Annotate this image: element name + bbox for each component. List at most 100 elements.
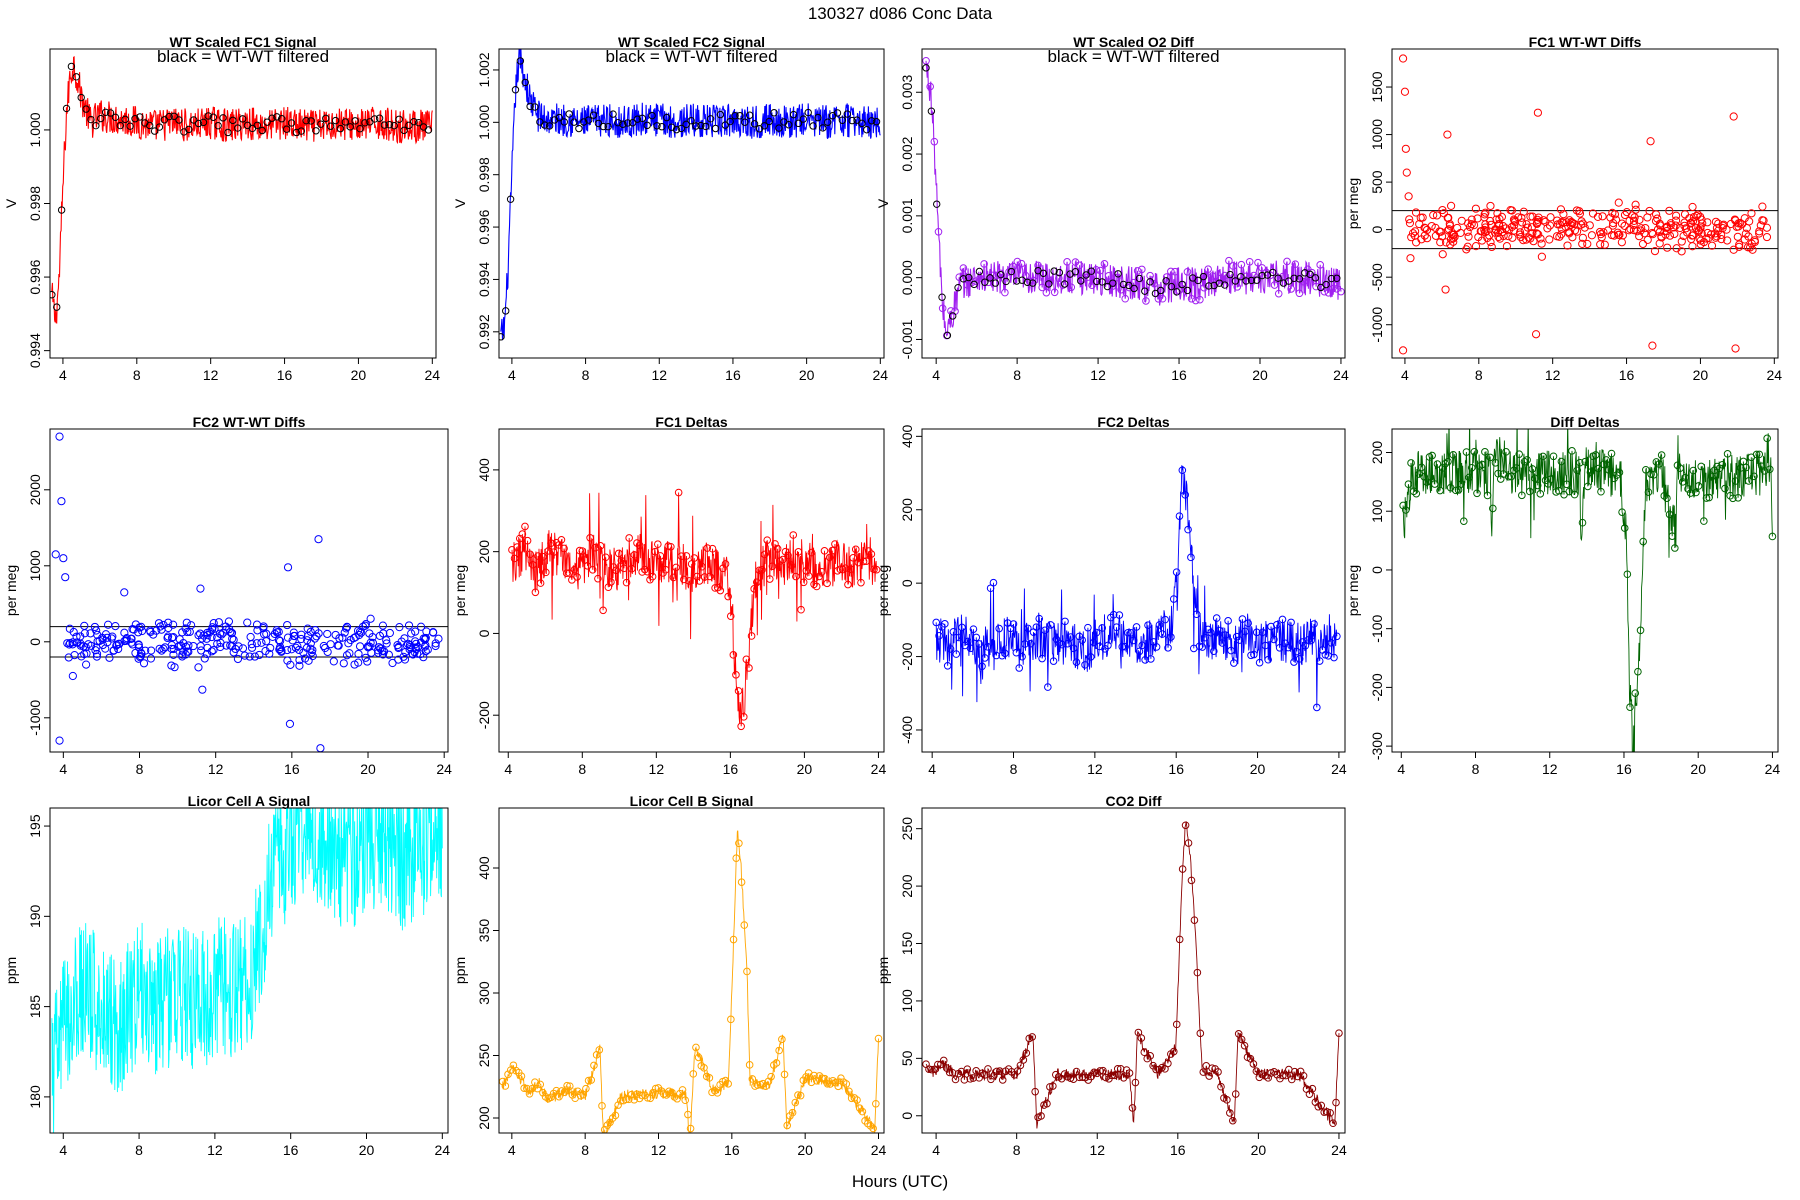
series-marker xyxy=(563,1081,571,1090)
scatter-point xyxy=(1559,210,1568,219)
scatter-point xyxy=(1755,227,1764,236)
series-marker xyxy=(1124,628,1132,637)
x-tick-label: 16 xyxy=(283,1142,299,1158)
series-marker xyxy=(1315,657,1324,665)
series-marker xyxy=(1119,1073,1128,1082)
series-marker xyxy=(1169,595,1178,603)
scatter-point xyxy=(1477,236,1487,245)
series-marker xyxy=(643,567,652,576)
series-marker xyxy=(945,1068,954,1077)
scatter-point xyxy=(208,623,217,632)
series-marker xyxy=(1201,633,1210,642)
series-marker xyxy=(1581,457,1589,466)
series-marker xyxy=(515,534,524,543)
series-marker xyxy=(1324,288,1333,297)
series-marker xyxy=(684,1110,692,1119)
scatter-point xyxy=(266,643,275,653)
data-layer xyxy=(50,432,448,752)
filtered-point xyxy=(106,109,115,117)
filtered-point xyxy=(1109,279,1117,287)
series-marker xyxy=(981,1071,989,1079)
series-marker xyxy=(1172,568,1181,576)
series-marker xyxy=(501,1082,510,1090)
scatter-point xyxy=(1499,231,1508,241)
scatter-point xyxy=(1567,219,1577,228)
scatter-point xyxy=(385,628,394,638)
series-marker xyxy=(995,624,1003,633)
y-tick-label: 100 xyxy=(899,989,915,1013)
series-marker xyxy=(1220,271,1229,280)
data-point xyxy=(1740,214,1749,223)
plot-frame xyxy=(498,48,885,359)
scatter-point xyxy=(1587,231,1597,240)
filtered-point xyxy=(219,114,227,122)
series-marker xyxy=(1417,463,1426,472)
series-marker xyxy=(1312,282,1320,291)
series-marker xyxy=(616,1097,625,1105)
series-marker xyxy=(740,921,749,929)
x-tick-label: 16 xyxy=(723,761,739,777)
series-marker xyxy=(1481,448,1489,456)
y-tick-label: 0.994 xyxy=(476,262,492,297)
scatter-point xyxy=(421,641,430,650)
data-point xyxy=(379,629,388,638)
series-marker xyxy=(1278,615,1287,624)
series-marker xyxy=(1401,506,1410,514)
series-marker xyxy=(1118,642,1127,651)
filtered-point xyxy=(204,112,213,120)
series-marker xyxy=(1084,623,1092,632)
filtered-point xyxy=(721,121,729,129)
series-marker xyxy=(598,1102,606,1110)
panel-co2_diff: CO2 Diff ppm 4 8 12 16 20 24 0 50 100 150 200 250 xyxy=(875,793,1347,1158)
series-marker xyxy=(1258,628,1267,637)
series-marker xyxy=(1697,462,1706,471)
series-marker xyxy=(729,651,738,659)
scatter-point xyxy=(135,653,145,662)
scatter-point xyxy=(1742,224,1751,233)
filtered-point xyxy=(395,115,403,123)
series-marker xyxy=(724,1080,732,1088)
series-marker xyxy=(966,1075,975,1083)
series-marker xyxy=(980,260,988,268)
series-marker xyxy=(523,536,532,545)
series-marker xyxy=(1272,621,1281,629)
filtered-point xyxy=(424,126,433,134)
filtered-point xyxy=(814,113,822,122)
x-tick-label: 20 xyxy=(1693,367,1709,383)
series-marker xyxy=(1539,452,1547,461)
data-point xyxy=(163,632,173,641)
filtered-point xyxy=(541,121,549,129)
scatter-point xyxy=(1652,210,1661,219)
scatter-point xyxy=(275,645,284,654)
x-tick-label: 4 xyxy=(1397,761,1405,777)
scatter-point xyxy=(63,639,72,648)
filtered-point xyxy=(1295,275,1304,283)
scatter-point xyxy=(1655,219,1664,228)
series-marker xyxy=(706,572,714,581)
filtered-point xyxy=(824,118,832,126)
y-tick-label: 0.000 xyxy=(899,260,915,295)
series-marker xyxy=(1150,279,1159,288)
scatter-point xyxy=(240,651,249,660)
scatter-point xyxy=(1439,209,1448,218)
filtered-point xyxy=(502,307,510,315)
scatter-point xyxy=(1758,202,1767,211)
series-marker xyxy=(792,572,800,581)
series-line xyxy=(1402,429,1773,752)
x-tick-label: 16 xyxy=(284,761,300,777)
panel-title: Licor Cell A Signal xyxy=(188,793,311,809)
series-marker xyxy=(685,577,693,585)
filtered-point xyxy=(765,117,773,126)
series-marker xyxy=(614,1101,622,1109)
series-marker xyxy=(1755,450,1764,459)
filtered-point xyxy=(1327,274,1336,283)
x-tick-label: 12 xyxy=(651,367,667,383)
x-tick-label: 20 xyxy=(360,761,376,777)
scatter-point xyxy=(1615,230,1624,239)
series-marker xyxy=(1502,448,1510,456)
y-tick-label: 350 xyxy=(476,919,492,943)
scatter-point xyxy=(274,627,283,636)
series-marker xyxy=(1639,537,1647,546)
series-marker xyxy=(1729,494,1737,503)
series-marker xyxy=(1591,451,1600,459)
